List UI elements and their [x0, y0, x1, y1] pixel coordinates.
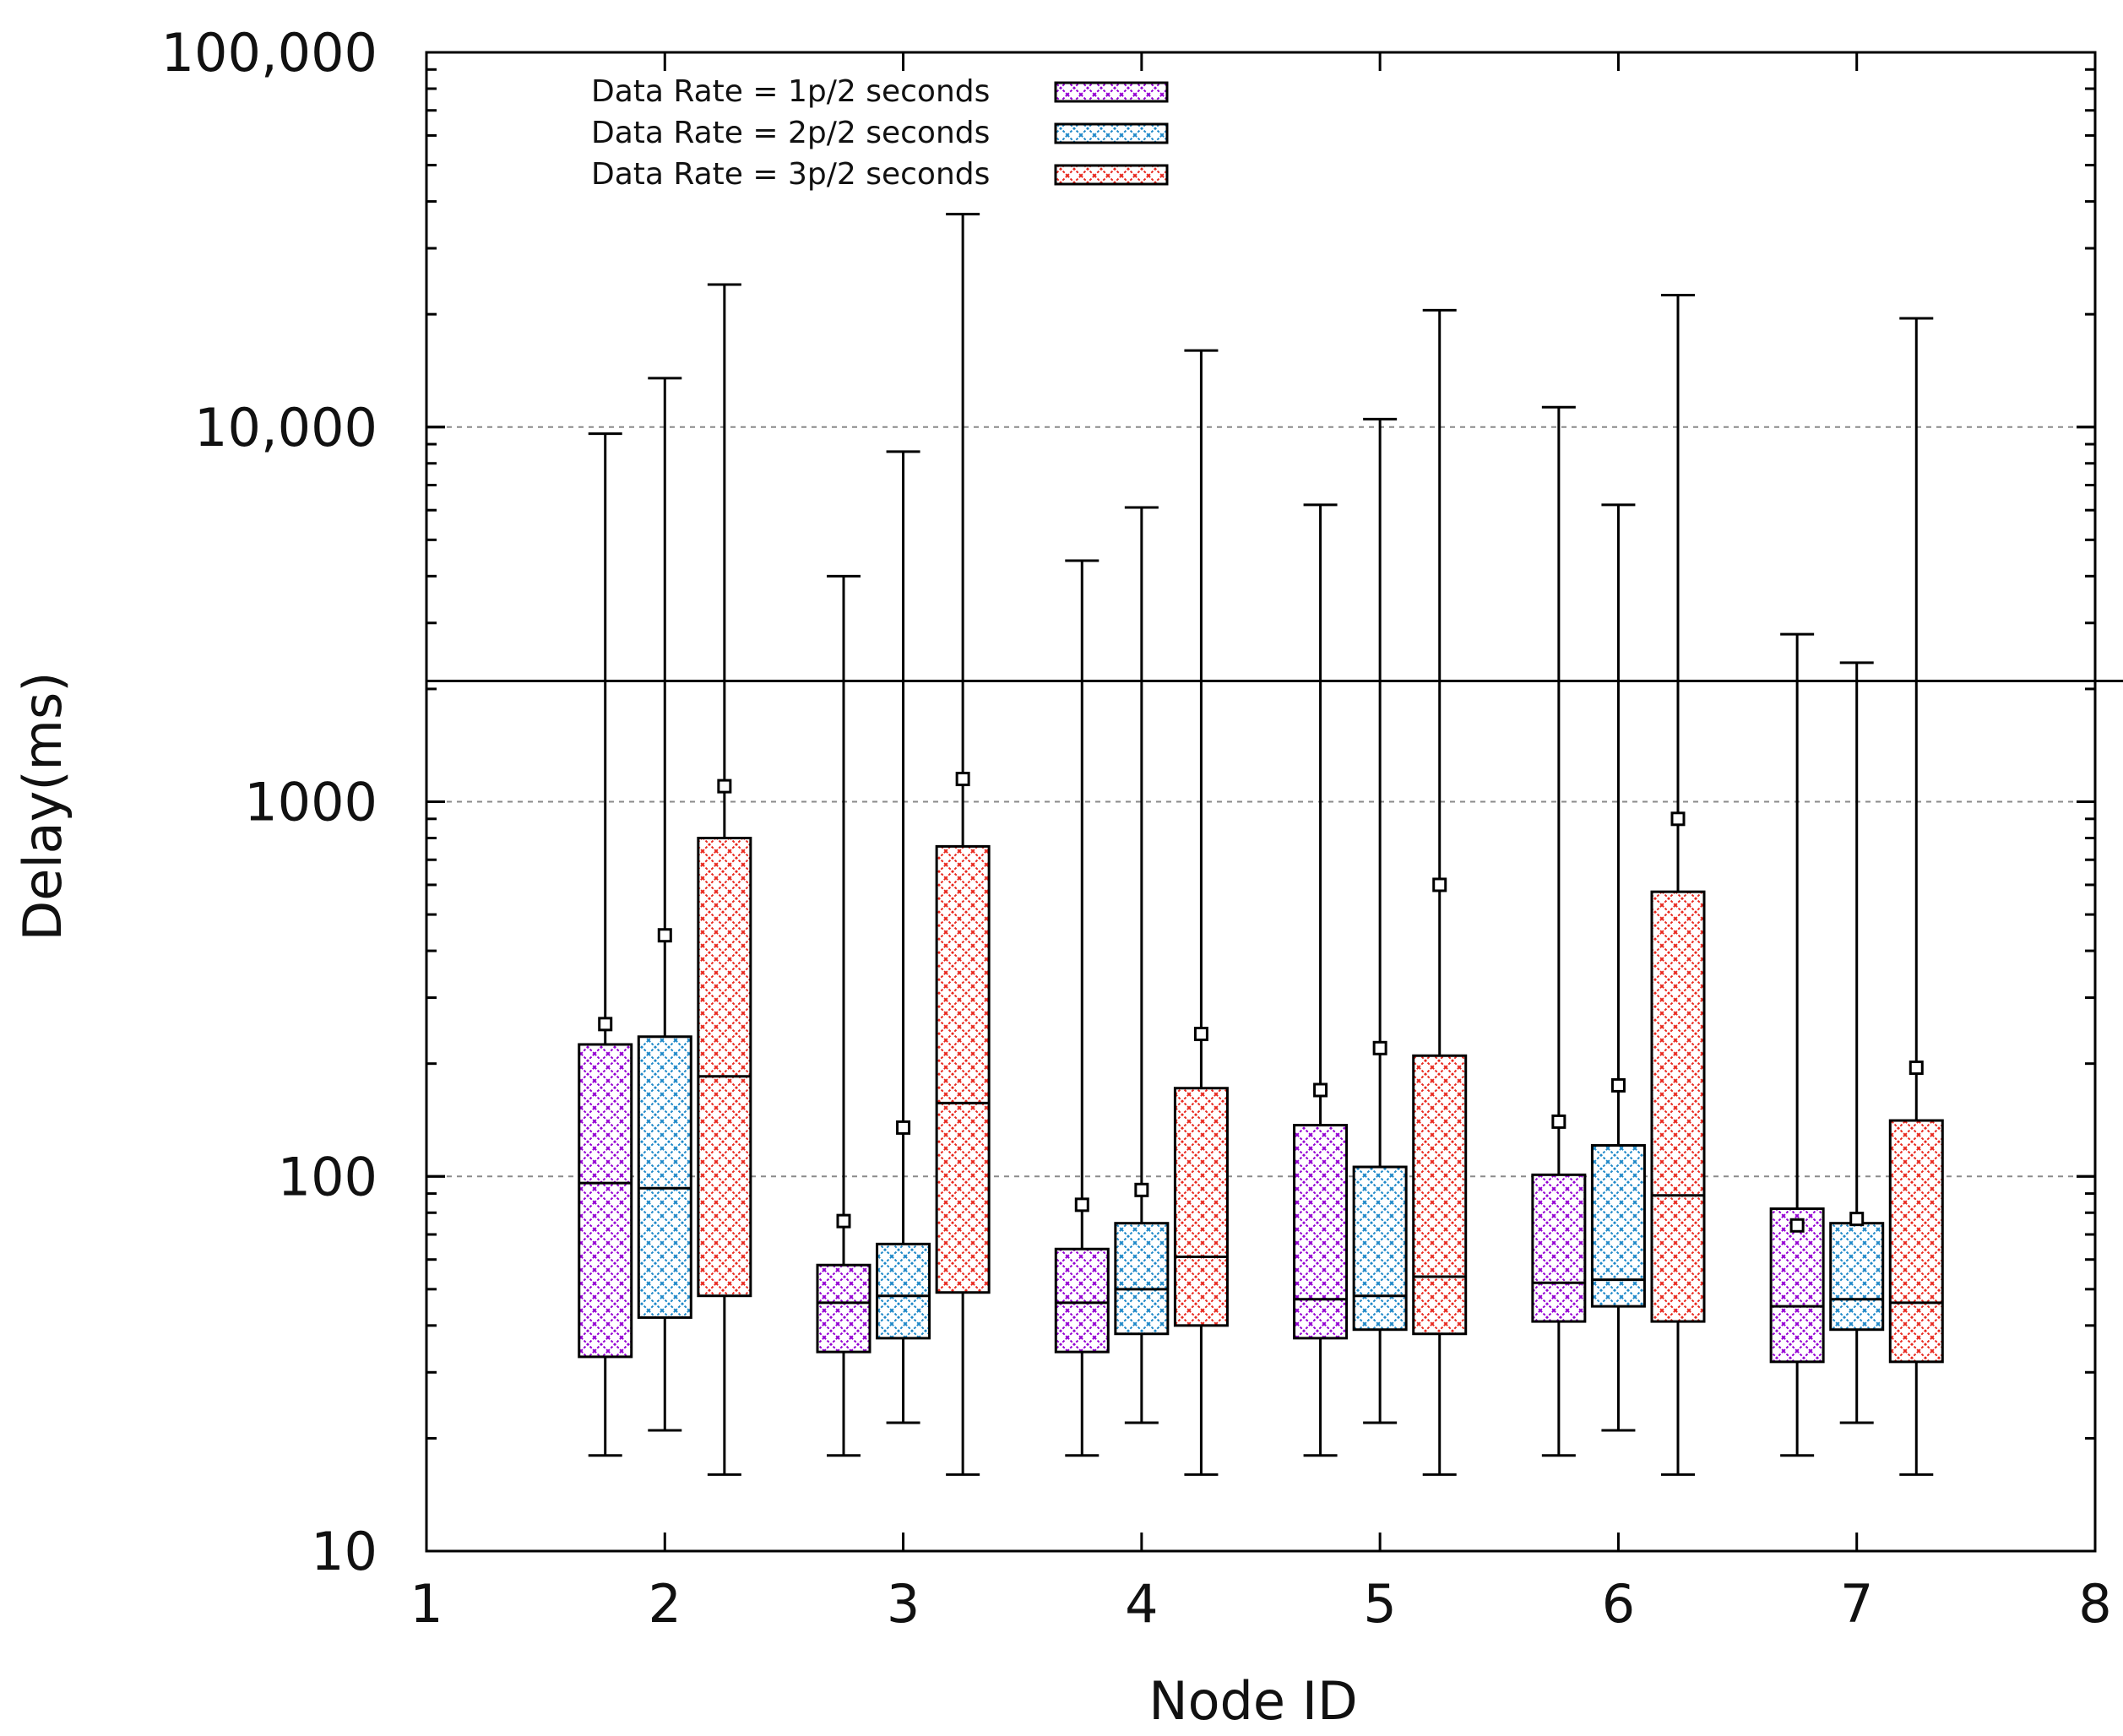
legend-swatch: [1054, 81, 1169, 103]
iqr-box: [1769, 1207, 1825, 1364]
iqr-box: [1590, 1144, 1646, 1308]
mean-marker: [1432, 877, 1447, 892]
x-tick-label-5: 5: [1363, 1573, 1396, 1635]
legend-label: Data Rate = 3p/2 seconds: [591, 157, 990, 192]
mean-marker: [1849, 1212, 1865, 1227]
x-tick-label-4: 4: [1125, 1573, 1158, 1635]
x-tick-label-7: 7: [1840, 1573, 1873, 1635]
y-tick-label-100000: 100,000: [161, 22, 377, 84]
iqr-box: [1173, 1087, 1229, 1327]
iqr-box: [697, 837, 752, 1298]
mean-marker: [1193, 1027, 1208, 1042]
mean-marker: [1909, 1061, 1924, 1076]
y-tick-label-100: 100: [278, 1146, 377, 1207]
iqr-box: [876, 1242, 931, 1340]
box-node-7-series-2: [1829, 661, 1885, 1424]
box-plots: [578, 213, 1944, 1476]
box-node-3-series-2: [876, 450, 931, 1424]
mean-marker: [717, 778, 732, 794]
y-tick-label-10000: 10,000: [194, 397, 377, 458]
legend-item-2: Data Rate = 2p/2 seconds: [591, 116, 1169, 150]
iqr-box: [1650, 890, 1706, 1323]
iqr-box: [816, 1263, 871, 1354]
legend-label: Data Rate = 1p/2 seconds: [591, 74, 990, 109]
box-node-6-series-3: [1650, 293, 1706, 1476]
legend-swatch: [1054, 122, 1169, 144]
box-node-5-series-3: [1412, 308, 1468, 1476]
iqr-box: [1114, 1222, 1170, 1336]
box-node-6-series-1: [1531, 405, 1587, 1457]
iqr-box: [935, 844, 991, 1294]
box-node-2-series-3: [697, 283, 752, 1476]
box-node-6-series-2: [1590, 503, 1646, 1432]
iqr-box: [637, 1035, 692, 1319]
iqr-box: [1352, 1165, 1408, 1332]
box-node-3-series-3: [935, 213, 991, 1476]
legend-item-3: Data Rate = 3p/2 seconds: [591, 157, 1169, 192]
iqr-box: [1412, 1054, 1468, 1336]
mean-marker: [1074, 1197, 1089, 1212]
box-node-5-series-1: [1293, 503, 1349, 1457]
x-axis-title: Node ID: [1148, 1670, 1358, 1732]
x-tick-label-3: 3: [887, 1573, 920, 1635]
mean-marker: [896, 1120, 911, 1135]
iqr-box: [1888, 1119, 1944, 1364]
legend-item-1: Data Rate = 1p/2 seconds: [591, 74, 1169, 109]
mean-marker: [1313, 1082, 1328, 1098]
mean-marker: [598, 1017, 613, 1032]
legend: Data Rate = 1p/2 seconds Data Rate = 2p/2…: [591, 74, 1169, 192]
mean-marker: [1789, 1218, 1805, 1233]
box-node-7-series-1: [1769, 632, 1825, 1457]
mean-marker: [1610, 1077, 1626, 1093]
box-node-2-series-2: [637, 377, 692, 1432]
iqr-box: [578, 1043, 633, 1359]
x-tick-label-2: 2: [649, 1573, 681, 1635]
box-node-4-series-3: [1173, 349, 1229, 1476]
mean-marker: [955, 772, 970, 787]
iqr-box: [1293, 1124, 1349, 1340]
mean-marker: [1551, 1114, 1566, 1129]
mean-marker: [836, 1213, 851, 1229]
box-node-2-series-1: [578, 432, 633, 1457]
axis-ticks: 1 2 3 4 5 6 7 8 10 100 1000 10,000 100,000: [161, 22, 2112, 1635]
box-node-4-series-2: [1114, 506, 1170, 1424]
y-tick-label-1000: 1000: [244, 772, 377, 833]
x-tick-label-8: 8: [2078, 1573, 2111, 1635]
mean-marker: [1670, 811, 1686, 827]
legend-swatch: [1054, 164, 1169, 186]
y-tick-label-10: 10: [311, 1521, 377, 1582]
box-node-5-series-2: [1352, 417, 1408, 1424]
box-node-7-series-3: [1888, 317, 1944, 1476]
mean-marker: [1134, 1182, 1149, 1197]
x-tick-label-6: 6: [1602, 1573, 1635, 1635]
iqr-box: [1829, 1222, 1885, 1332]
iqr-box: [1531, 1173, 1587, 1323]
legend-label: Data Rate = 2p/2 seconds: [591, 116, 990, 150]
y-axis-title: Delay(ms): [12, 672, 73, 941]
iqr-box: [1054, 1247, 1110, 1354]
x-tick-label-1: 1: [410, 1573, 443, 1635]
box-node-3-series-1: [816, 574, 871, 1457]
mean-marker: [1372, 1040, 1387, 1055]
box-node-4-series-1: [1054, 559, 1110, 1457]
mean-marker: [657, 928, 672, 943]
